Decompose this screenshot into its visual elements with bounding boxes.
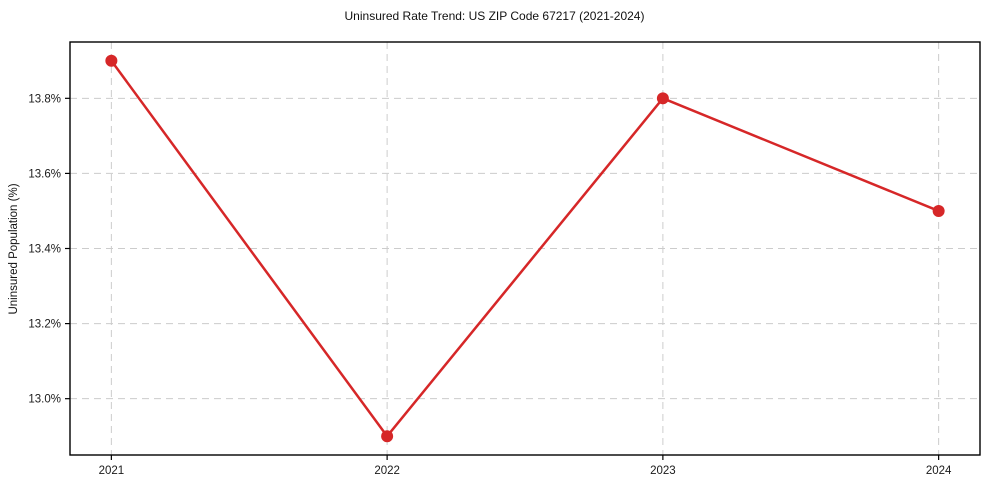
x-tick-label: 2022 [374, 465, 400, 477]
data-point [932, 204, 945, 217]
y-axis-label: Uninsured Population (%) [8, 183, 20, 315]
chart-title: Uninsured Rate Trend: US ZIP Code 67217 … [344, 9, 645, 23]
data-point [105, 54, 118, 67]
data-point [656, 92, 669, 105]
data-line [110, 59, 940, 438]
x-tick-label: 2021 [99, 465, 125, 477]
x-tick-label: 2024 [926, 465, 952, 477]
y-tick-label: 13.2% [28, 319, 61, 331]
y-tick-label: 13.6% [28, 168, 61, 180]
y-tick-label: 13.4% [28, 244, 61, 256]
y-tick-label: 13.8% [28, 93, 61, 105]
y-tick-label: 13.0% [28, 394, 61, 406]
x-tick-label: 2023 [650, 465, 676, 477]
data-point [381, 430, 394, 443]
